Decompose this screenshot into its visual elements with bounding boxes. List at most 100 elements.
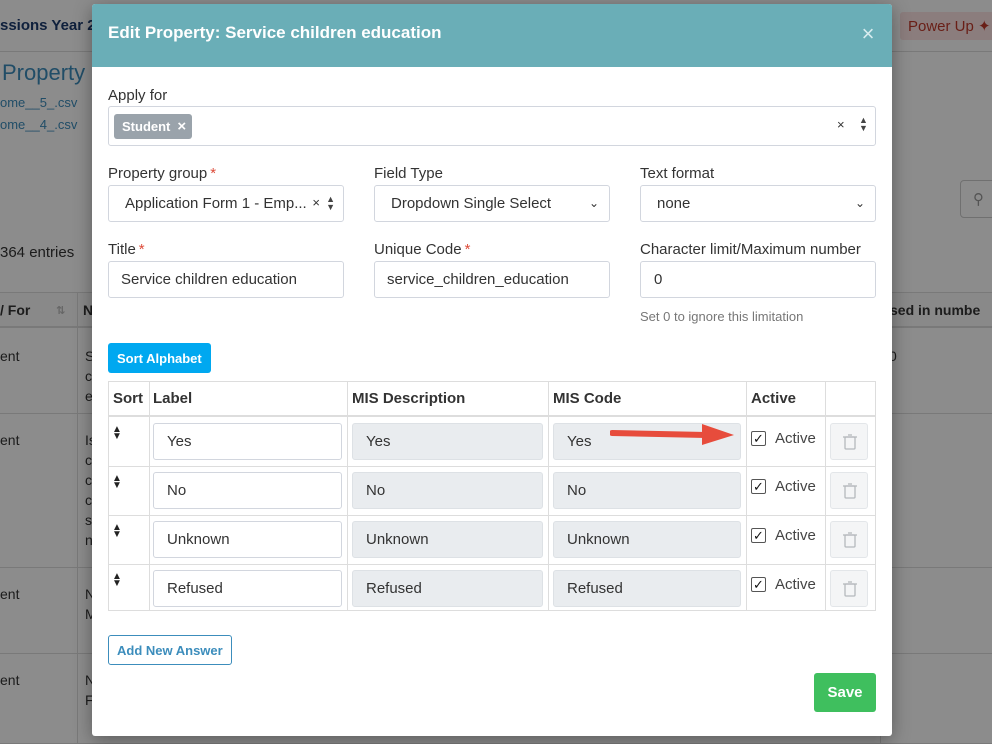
tag-student: Student × [114, 114, 193, 139]
row-divider [109, 515, 875, 516]
property-group-label: Property group * [108, 165, 217, 182]
property-group-select[interactable]: Application Form 1 - Emp... × ▲ ▼ [108, 185, 344, 222]
header-active: Active [751, 390, 797, 407]
unique-code-input[interactable]: service_children_education [374, 261, 610, 298]
column-used-in[interactable]: sed in numbe [890, 302, 981, 318]
header-sort: Sort [113, 390, 143, 407]
cell-apply: ent [0, 586, 20, 602]
trash-icon [843, 483, 857, 499]
search-icon: ⚲ [973, 191, 984, 208]
active-label: Active [775, 430, 816, 447]
title-input[interactable]: Service children education [108, 261, 344, 298]
column-apply-for[interactable]: / For [0, 302, 31, 318]
power-up-button[interactable]: Power Up ✦ [900, 12, 992, 40]
sort-handle-icon[interactable]: ▲ ▼ [112, 424, 122, 442]
trash-icon [843, 581, 857, 597]
column-name[interactable]: N [83, 302, 94, 318]
sort-handle-icon[interactable]: ▲ ▼ [112, 473, 122, 491]
field-type-select[interactable]: Dropdown Single Select ⌄ [374, 185, 610, 222]
cell-apply: ent [0, 672, 20, 688]
row-divider [109, 564, 875, 565]
apply-for-multiselect[interactable]: Student × × ▲ ▼ [108, 106, 876, 146]
active-checkbox[interactable]: ✓ [751, 577, 766, 592]
column-divider [548, 382, 549, 610]
property-group-value: Application Form 1 - Emp... [125, 195, 307, 212]
text-format-select[interactable]: none ⌄ [640, 185, 876, 222]
file-link[interactable]: ome__5_.csv [0, 95, 78, 110]
tag-remove-icon[interactable]: × [177, 118, 187, 135]
field-type-label: Field Type [374, 165, 443, 182]
active-label: Active [775, 478, 816, 495]
mis-description-input: Refused [352, 570, 543, 607]
delete-answer-button[interactable] [830, 423, 868, 460]
search-button[interactable]: ⚲ [960, 180, 992, 218]
title-label: Title * [108, 241, 145, 258]
brand-title: ssions Year 2 [0, 17, 96, 34]
modal-title: Edit Property: Service children educatio… [108, 23, 442, 42]
save-button[interactable]: Save [814, 673, 876, 712]
cell-name: c [85, 472, 92, 488]
active-label: Active [775, 576, 816, 593]
cell-apply: ent [0, 348, 20, 364]
page-heading: Property [2, 60, 86, 85]
mis-description-input: No [352, 472, 543, 509]
cell-name: N [85, 672, 96, 688]
edit-property-modal: Edit Property: Service children educatio… [92, 4, 892, 736]
sort-alphabet-button[interactable]: Sort Alphabet [108, 343, 211, 373]
active-checkbox[interactable]: ✓ [751, 479, 766, 494]
mis-code-input: No [553, 472, 741, 509]
sort-handle-icon[interactable]: ▲ ▼ [112, 522, 122, 540]
answer-label-input[interactable]: No [153, 472, 342, 509]
clear-icon[interactable]: × [312, 195, 320, 210]
mis-code-input: Unknown [553, 521, 741, 558]
column-divider [149, 382, 150, 610]
column-divider [746, 382, 747, 610]
cell-apply: ent [0, 432, 20, 448]
header-mis-code: MIS Code [553, 390, 622, 407]
mis-description-input: Unknown [352, 521, 543, 558]
updown-icon: ▲ ▼ [326, 194, 335, 212]
answer-label-input[interactable]: Yes [153, 423, 342, 460]
column-divider [825, 382, 826, 610]
row-divider [109, 466, 875, 467]
chevron-down-icon: ⌄ [588, 196, 599, 210]
active-checkbox[interactable]: ✓ [751, 528, 766, 543]
tag-label: Student [122, 119, 171, 134]
column-divider [77, 292, 78, 744]
text-format-label: Text format [640, 165, 715, 182]
close-icon[interactable]: × [861, 21, 875, 46]
header-mis-description: MIS Description [352, 390, 466, 407]
cell-name: c [85, 368, 92, 384]
answers-table: Sort Label MIS Description MIS Code Acti… [108, 381, 876, 611]
updown-icon[interactable]: ▲ ▼ [859, 115, 868, 133]
character-limit-label: Character limit/Maximum number [640, 241, 861, 258]
cell-name: c [85, 452, 92, 468]
answer-label-input[interactable]: Unknown [153, 521, 342, 558]
cell-name: s [85, 512, 92, 528]
header-divider [109, 415, 875, 417]
active-checkbox[interactable]: ✓ [751, 431, 766, 446]
character-limit-input[interactable]: 0 [640, 261, 876, 298]
modal-header: Edit Property: Service children educatio… [92, 4, 892, 67]
trash-icon [843, 532, 857, 548]
active-label: Active [775, 527, 816, 544]
delete-answer-button[interactable] [830, 521, 868, 558]
cell-name: S [85, 348, 95, 364]
apply-for-label: Apply for [108, 87, 168, 104]
clear-icon[interactable]: × [837, 117, 845, 132]
cell-used: 0 [889, 348, 897, 364]
entries-count: 364 entries [0, 244, 75, 261]
file-link[interactable]: ome__4_.csv [0, 117, 78, 132]
delete-answer-button[interactable] [830, 472, 868, 509]
sort-icon[interactable]: ⇅ [56, 305, 66, 317]
delete-answer-button[interactable] [830, 570, 868, 607]
sort-handle-icon[interactable]: ▲ ▼ [112, 571, 122, 589]
cell-name: Is [85, 432, 96, 448]
mis-code-input: Refused [553, 570, 741, 607]
cell-name: n [85, 532, 93, 548]
text-format-value: none [657, 195, 691, 212]
answer-label-input[interactable]: Refused [153, 570, 342, 607]
add-new-answer-button[interactable]: Add New Answer [108, 635, 232, 665]
column-divider [347, 382, 348, 610]
cell-name: e [85, 388, 93, 404]
